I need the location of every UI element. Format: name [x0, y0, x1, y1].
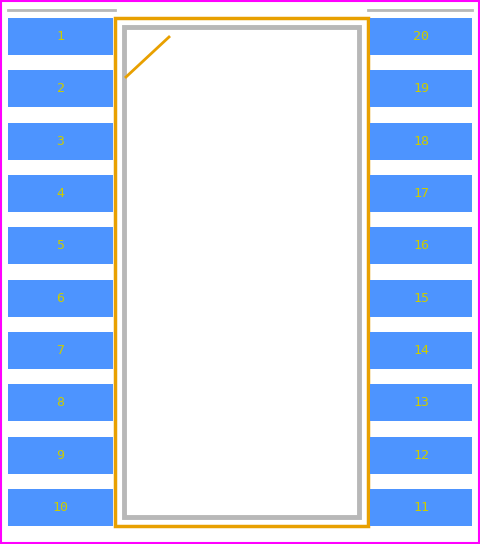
Bar — [370, 384, 472, 422]
Bar — [8, 227, 113, 264]
Bar — [370, 227, 472, 264]
Text: 3: 3 — [57, 135, 64, 147]
Bar — [370, 332, 472, 369]
Bar — [370, 70, 472, 107]
Bar — [8, 437, 113, 474]
Text: 4: 4 — [57, 187, 64, 200]
Text: 17: 17 — [413, 187, 429, 200]
Text: 11: 11 — [413, 501, 429, 514]
Bar — [8, 280, 113, 317]
Text: 20: 20 — [413, 30, 429, 43]
Text: 2: 2 — [57, 82, 64, 95]
Bar — [8, 70, 113, 107]
Bar — [8, 489, 113, 526]
Text: 6: 6 — [57, 292, 64, 305]
Bar — [370, 437, 472, 474]
Bar — [370, 280, 472, 317]
Text: 1: 1 — [57, 30, 64, 43]
Bar — [8, 175, 113, 212]
Bar — [8, 18, 113, 55]
Text: 18: 18 — [413, 135, 429, 147]
Text: 19: 19 — [413, 82, 429, 95]
Text: 14: 14 — [413, 344, 429, 357]
Bar — [8, 384, 113, 422]
Bar — [124, 27, 359, 517]
Text: 7: 7 — [57, 344, 64, 357]
Text: 15: 15 — [413, 292, 429, 305]
Text: 10: 10 — [52, 501, 69, 514]
Text: 5: 5 — [57, 239, 64, 252]
Text: 16: 16 — [413, 239, 429, 252]
Bar — [370, 175, 472, 212]
Text: 8: 8 — [57, 397, 64, 409]
Bar — [370, 489, 472, 526]
Bar — [370, 122, 472, 160]
Text: 12: 12 — [413, 449, 429, 462]
Bar — [370, 18, 472, 55]
Bar — [8, 122, 113, 160]
Text: 13: 13 — [413, 397, 429, 409]
Bar — [115, 18, 368, 526]
Text: 9: 9 — [57, 449, 64, 462]
Bar — [8, 332, 113, 369]
